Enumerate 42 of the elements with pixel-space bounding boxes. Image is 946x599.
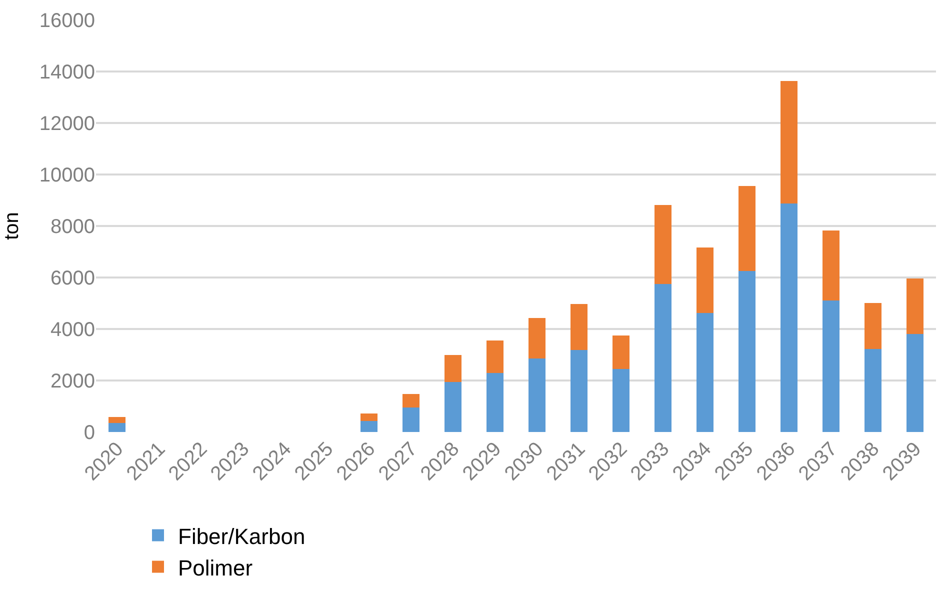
bar — [444, 382, 462, 432]
legend-label: Fiber/Karbon — [178, 524, 306, 549]
bar — [444, 355, 462, 382]
bar — [696, 313, 714, 432]
bar — [738, 186, 756, 272]
bar — [738, 271, 756, 432]
bar — [864, 348, 882, 432]
bar — [360, 420, 378, 432]
bar — [528, 318, 546, 358]
bar — [486, 340, 504, 373]
y-tick-label: 16000 — [39, 10, 95, 32]
bar — [612, 335, 630, 369]
bar — [402, 408, 420, 432]
bar — [654, 204, 672, 284]
bar — [612, 368, 630, 432]
y-tick-label: 2000 — [50, 370, 95, 392]
bar — [108, 416, 126, 423]
bar — [486, 372, 504, 432]
bar — [528, 358, 546, 432]
y-tick-label: 10000 — [39, 164, 95, 186]
bar — [570, 350, 588, 432]
y-tick-label: 4000 — [50, 319, 95, 341]
bar — [360, 414, 378, 421]
y-tick-label: 12000 — [39, 113, 95, 135]
bar — [402, 394, 420, 408]
bar — [864, 302, 882, 349]
y-axis-title: ton — [0, 212, 23, 240]
bar — [822, 230, 840, 301]
y-tick-label: 0 — [84, 422, 95, 444]
bar — [906, 278, 924, 334]
bar — [822, 300, 840, 432]
y-tick-label: 8000 — [50, 216, 95, 238]
legend-label: Polimer — [178, 555, 253, 580]
bar — [654, 284, 672, 432]
bar — [696, 248, 714, 314]
bar — [108, 422, 126, 432]
y-tick-label: 14000 — [39, 62, 95, 84]
bar — [780, 81, 798, 204]
y-tick-label: 6000 — [50, 268, 95, 290]
bar — [780, 204, 798, 432]
bar — [906, 334, 924, 432]
bar — [570, 304, 588, 350]
